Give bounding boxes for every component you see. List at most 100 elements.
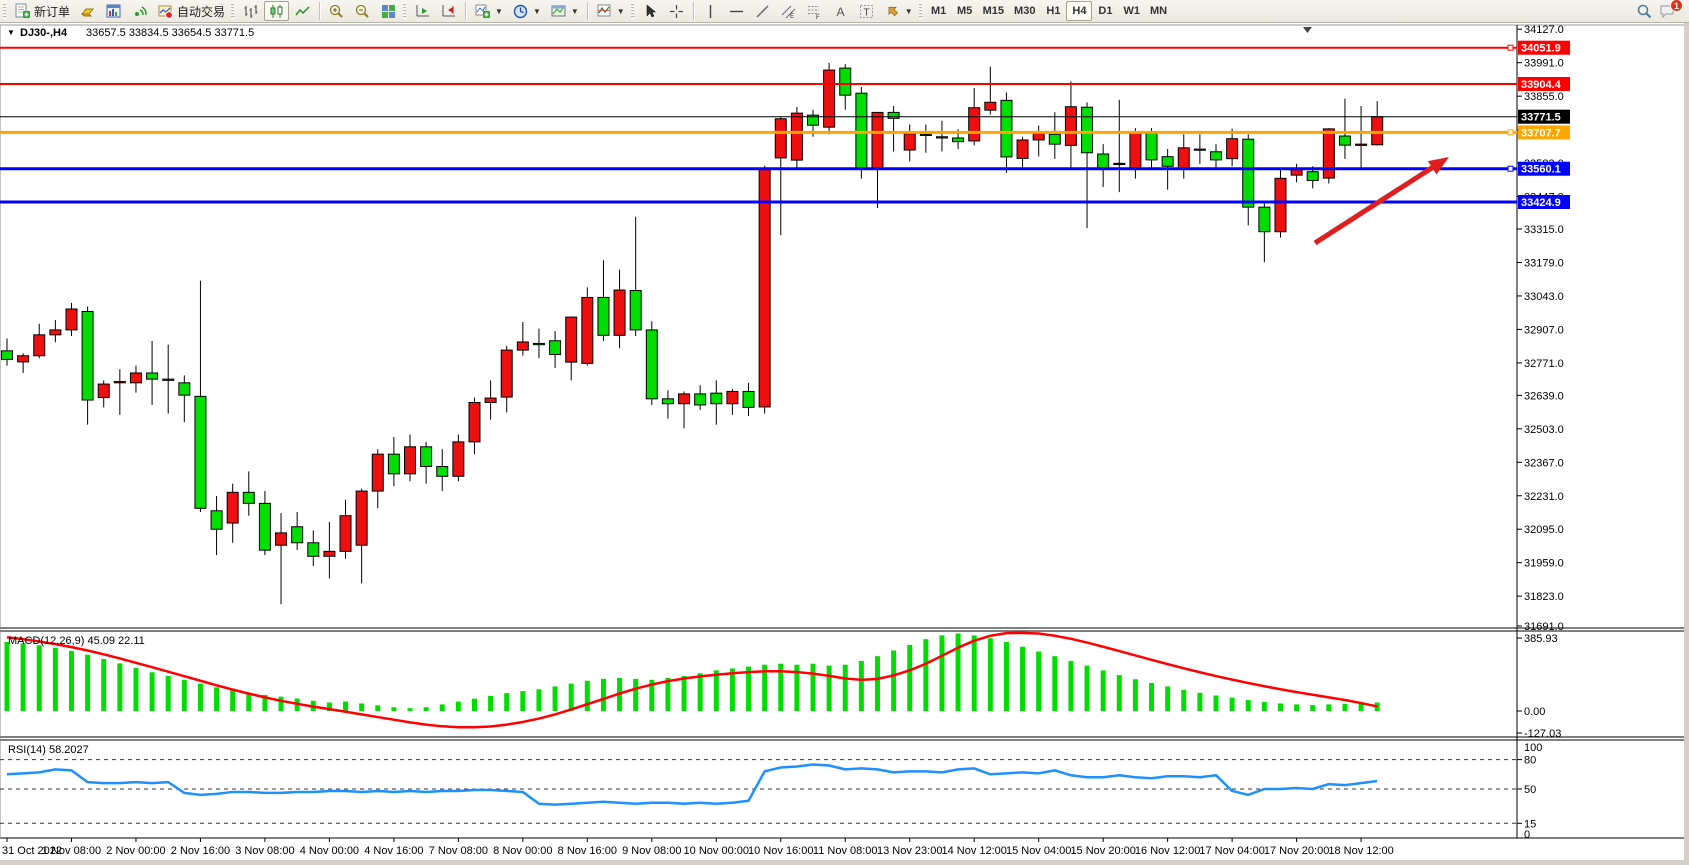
cursor-button[interactable]: [638, 1, 663, 21]
autotrading-button[interactable]: 自动交易: [153, 1, 229, 21]
price-badge-label: 33707.7: [1521, 127, 1561, 139]
timeframe-M5[interactable]: M5: [952, 1, 978, 21]
symbol-menu-arrow-icon[interactable]: ▼: [7, 28, 15, 37]
horizontal-line-button[interactable]: [724, 1, 749, 21]
candle: [210, 510, 223, 530]
timeframe-D1[interactable]: D1: [1092, 1, 1118, 21]
timeframe-W1[interactable]: W1: [1118, 1, 1145, 21]
macd-bar: [874, 656, 880, 711]
macd-bar: [1326, 704, 1332, 711]
add-indicator-icon: [474, 3, 491, 20]
market-watch-button[interactable]: [101, 1, 126, 21]
new-order-label: 新订单: [34, 4, 71, 19]
bar-chart-icon: [242, 3, 259, 20]
window-right-edge: [1684, 23, 1689, 865]
vertical-line-icon: [702, 3, 719, 20]
candle: [790, 112, 803, 161]
zoom-in-button[interactable]: [324, 1, 349, 21]
line-handle[interactable]: [1507, 165, 1514, 172]
candle: [1081, 106, 1094, 154]
indicator-list-button[interactable]: ▼: [592, 1, 629, 21]
auto-scroll-button[interactable]: [436, 1, 461, 21]
crosshair-button[interactable]: [664, 1, 689, 21]
candle-chart-button[interactable]: [264, 1, 290, 21]
new-order-button[interactable]: 新订单: [10, 1, 74, 21]
toolbar-grip: [231, 3, 235, 19]
macd-bar: [1358, 703, 1364, 711]
macd-bar: [1213, 695, 1219, 711]
macd-bar: [907, 644, 913, 711]
candle: [742, 390, 755, 408]
price-tick-label: 31959.0: [1524, 558, 1564, 570]
zoom-out-button[interactable]: [350, 1, 375, 21]
chart-background: [0, 23, 1689, 865]
line-handle[interactable]: [1507, 44, 1514, 51]
time-tick-label: 4 Nov 16:00: [364, 845, 423, 857]
macd-bar: [504, 693, 510, 711]
fibonacci-button[interactable]: F: [802, 1, 827, 21]
shift-marker-icon[interactable]: [1303, 27, 1312, 33]
crosshair-icon: [668, 3, 685, 20]
timeframe-M1[interactable]: M1: [926, 1, 952, 21]
ohlc-readout: 33657.5 33834.5 33654.5 33771.5: [86, 27, 254, 39]
periods-button[interactable]: ▼: [508, 1, 545, 21]
macd-bar: [891, 650, 897, 711]
svg-text:F: F: [816, 15, 820, 20]
timeframe-H4[interactable]: H4: [1066, 1, 1093, 21]
gold-button[interactable]: [75, 1, 100, 21]
vertical-line-button[interactable]: [698, 1, 723, 21]
price-badge-label: 33904.4: [1521, 79, 1562, 91]
macd-bar: [343, 701, 349, 711]
chart-area[interactable]: 34127.033991.033855.033719.033583.033447…: [0, 23, 1689, 865]
candle: [710, 392, 723, 405]
trend-arrow[interactable]: [1313, 159, 1443, 246]
time-tick-label: 17 Nov 04:00: [1199, 845, 1264, 857]
signals-button[interactable]: [127, 1, 152, 21]
time-tick-label: 1 Nov 08:00: [42, 845, 101, 857]
macd-bar: [4, 642, 10, 711]
price-tick-label: 32503.0: [1524, 424, 1564, 436]
tile-windows-button[interactable]: [376, 1, 401, 21]
time-tick-label: 9 Nov 08:00: [622, 845, 681, 857]
text-label-button[interactable]: T: [854, 1, 879, 21]
trendline-icon: [754, 3, 771, 20]
line-chart-button[interactable]: [290, 1, 315, 21]
text-button[interactable]: A: [828, 1, 853, 21]
toolbar-grip: [403, 3, 407, 19]
timeframe-MN[interactable]: MN: [1145, 1, 1172, 21]
candle: [1355, 143, 1368, 146]
candle: [1274, 177, 1287, 233]
add-indicator-button[interactable]: ▼: [470, 1, 507, 21]
trend-arrow-head[interactable]: [1427, 157, 1449, 175]
channel-button[interactable]: E: [776, 1, 801, 21]
search-icon[interactable]: [1636, 3, 1653, 20]
shapes-button[interactable]: ▼: [880, 1, 917, 21]
candle: [49, 329, 62, 336]
candle: [291, 526, 304, 544]
macd-bar: [923, 639, 929, 711]
candle: [758, 168, 771, 408]
macd-bar: [230, 690, 236, 711]
templates-button[interactable]: ▼: [546, 1, 583, 21]
macd-bar: [778, 663, 784, 711]
price-badge: [1518, 161, 1570, 176]
price-badge-label: 34051.9: [1521, 43, 1561, 55]
macd-bar: [149, 672, 155, 711]
price-badge: [1518, 125, 1570, 140]
timeframe-H1[interactable]: H1: [1040, 1, 1066, 21]
macd-bar: [375, 705, 381, 711]
trendline-button[interactable]: [750, 1, 775, 21]
candle: [871, 111, 884, 170]
time-tick-label: 14 Nov 12:00: [941, 845, 1006, 857]
macd-bar: [36, 645, 42, 711]
macd-bar: [246, 693, 252, 711]
bar-chart-button[interactable]: [238, 1, 263, 21]
candle: [1210, 151, 1222, 161]
timeframe-M30[interactable]: M30: [1009, 1, 1040, 21]
market-watch-icon: [105, 3, 122, 20]
macd-bar: [68, 650, 74, 711]
timeframe-M15[interactable]: M15: [978, 1, 1009, 21]
line-handle[interactable]: [1507, 129, 1514, 136]
chart-shift-button[interactable]: [410, 1, 435, 21]
chat-button[interactable]: 1: [1659, 0, 1683, 20]
